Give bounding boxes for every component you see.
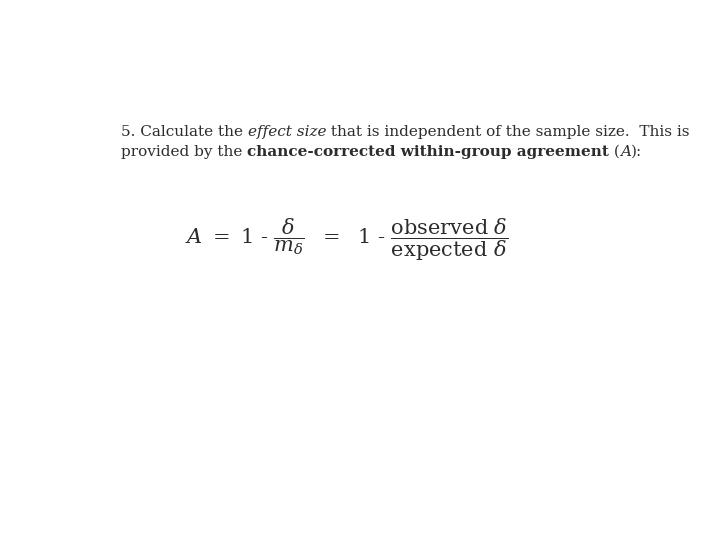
Text: A: A	[620, 145, 631, 159]
Text: (: (	[609, 145, 620, 159]
Text: chance-corrected within-group agreement: chance-corrected within-group agreement	[247, 145, 609, 159]
Text: ):: ):	[631, 145, 642, 159]
Text: effect size: effect size	[248, 125, 326, 139]
Text: that is independent of the sample size.  This is: that is independent of the sample size. …	[326, 125, 690, 139]
Text: provided by the: provided by the	[121, 145, 247, 159]
Text: $A \ = \ 1 \ \text{-} \ \dfrac{\delta}{m_{\delta}} \ \ = \ \ 1 \ \text{-} \ \dfr: $A \ = \ 1 \ \text{-} \ \dfrac{\delta}{m…	[185, 216, 508, 262]
Text: 5. Calculate the: 5. Calculate the	[121, 125, 248, 139]
